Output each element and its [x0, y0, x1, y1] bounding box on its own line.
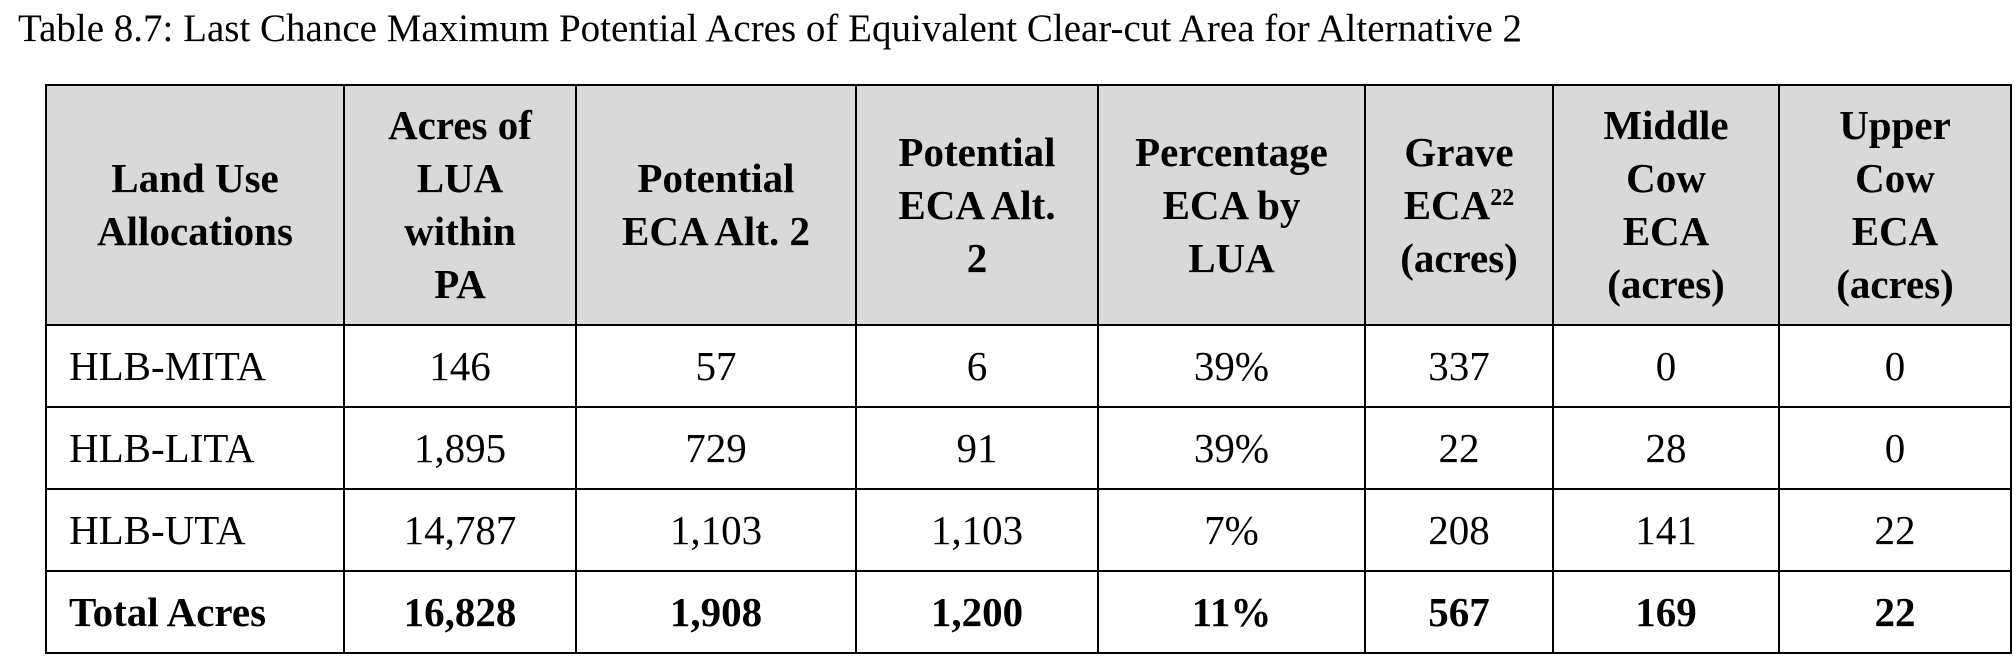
cell: 14,787 — [343, 488, 577, 572]
footnote-ref: 22 — [1490, 184, 1515, 211]
cell: 141 — [1552, 488, 1780, 572]
table-title: Table 8.7: Last Chance Maximum Potential… — [18, 7, 1523, 50]
header-line: within — [404, 208, 516, 254]
row-label: Total Acres — [45, 570, 345, 654]
cell: 11% — [1097, 570, 1366, 654]
cell: 7% — [1097, 488, 1366, 572]
header-line: (acres) — [1836, 261, 1954, 307]
cell: 28 — [1552, 406, 1780, 490]
header-line: Potential — [637, 155, 795, 201]
cell: 16,828 — [343, 570, 577, 654]
total-row: Total Acres 16,828 1,908 1,200 11% 567 169 22 — [45, 570, 2012, 654]
header-cell: Middle Cow ECA (acres) — [1552, 84, 1780, 326]
header-line: Land Use — [111, 155, 279, 201]
header-line: Cow — [1626, 155, 1706, 201]
header-cell: Land Use Allocations — [45, 84, 345, 326]
cell: 39% — [1097, 406, 1366, 490]
cell: 22 — [1364, 406, 1554, 490]
header-line: (acres) — [1607, 261, 1725, 307]
header-line: Allocations — [97, 208, 293, 254]
header-line: ECA by — [1162, 181, 1301, 228]
cell: 39% — [1097, 324, 1366, 408]
data-row: HLB-UTA 14,787 1,103 1,103 7% 208 141 22 — [45, 488, 2012, 572]
header-line: Cow — [1855, 155, 1935, 201]
row-label: HLB-LITA — [45, 406, 345, 490]
header-line: LUA — [1188, 234, 1275, 281]
header-cell: Acres of LUA within PA — [343, 84, 577, 326]
cell: 22 — [1778, 488, 2012, 572]
header-cell: Potential ECA Alt. 2 — [855, 84, 1099, 326]
header-line: ECA22 — [1403, 181, 1515, 228]
header-cell: Percentage ECA by LUA — [1097, 84, 1366, 326]
header-line: Acres of — [388, 102, 532, 148]
header-line: ECA Alt. 2 — [622, 208, 810, 254]
header-line: Grave — [1404, 128, 1514, 175]
header-line: Potential — [898, 128, 1056, 175]
cell: 146 — [343, 324, 577, 408]
cell: 1,103 — [575, 488, 857, 572]
header-line: ECA — [1622, 208, 1710, 254]
cell: 91 — [855, 406, 1099, 490]
header-line: Percentage — [1135, 128, 1328, 175]
header-cell: Potential ECA Alt. 2 — [575, 84, 857, 326]
cell: 1,200 — [855, 570, 1099, 654]
table-body: HLB-MITA 146 57 6 39% 337 0 0 HLB-LITA 1,895 729 91… — [45, 324, 2012, 654]
cell: 337 — [1364, 324, 1554, 408]
data-row: HLB-MITA 146 57 6 39% 337 0 0 — [45, 324, 2012, 408]
row-label: HLB-MITA — [45, 324, 345, 408]
header-line: ECA Alt. — [898, 181, 1056, 228]
cell: 208 — [1364, 488, 1554, 572]
cell: 567 — [1364, 570, 1554, 654]
cell: 0 — [1778, 406, 2012, 490]
cell: 0 — [1778, 324, 2012, 408]
row-label: HLB-UTA — [45, 488, 345, 572]
header-line: ECA — [1851, 208, 1939, 254]
header-line: LUA — [416, 155, 504, 201]
data-table: Land Use Allocations Acres of LUA within PA Po… — [45, 84, 2012, 654]
header-line: Middle — [1603, 102, 1729, 148]
header-line: (acres) — [1400, 234, 1518, 281]
cell: 729 — [575, 406, 857, 490]
data-row: HLB-LITA 1,895 729 91 39% 22 28 0 — [45, 406, 2012, 490]
cell: 57 — [575, 324, 857, 408]
header-line: Upper — [1839, 102, 1951, 148]
cell: 22 — [1778, 570, 2012, 654]
header-row: Land Use Allocations Acres of LUA within PA Po… — [45, 84, 2012, 326]
cell: 0 — [1552, 324, 1780, 408]
cell: 1,908 — [575, 570, 857, 654]
cell: 1,895 — [343, 406, 577, 490]
cell: 1,103 — [855, 488, 1099, 572]
header-line: 2 — [966, 234, 988, 281]
header-cell: Grave ECA22 (acres) — [1364, 84, 1554, 326]
header-line: PA — [434, 261, 486, 307]
header-cell: Upper Cow ECA (acres) — [1778, 84, 2012, 326]
cell: 169 — [1552, 570, 1780, 654]
cell: 6 — [855, 324, 1099, 408]
